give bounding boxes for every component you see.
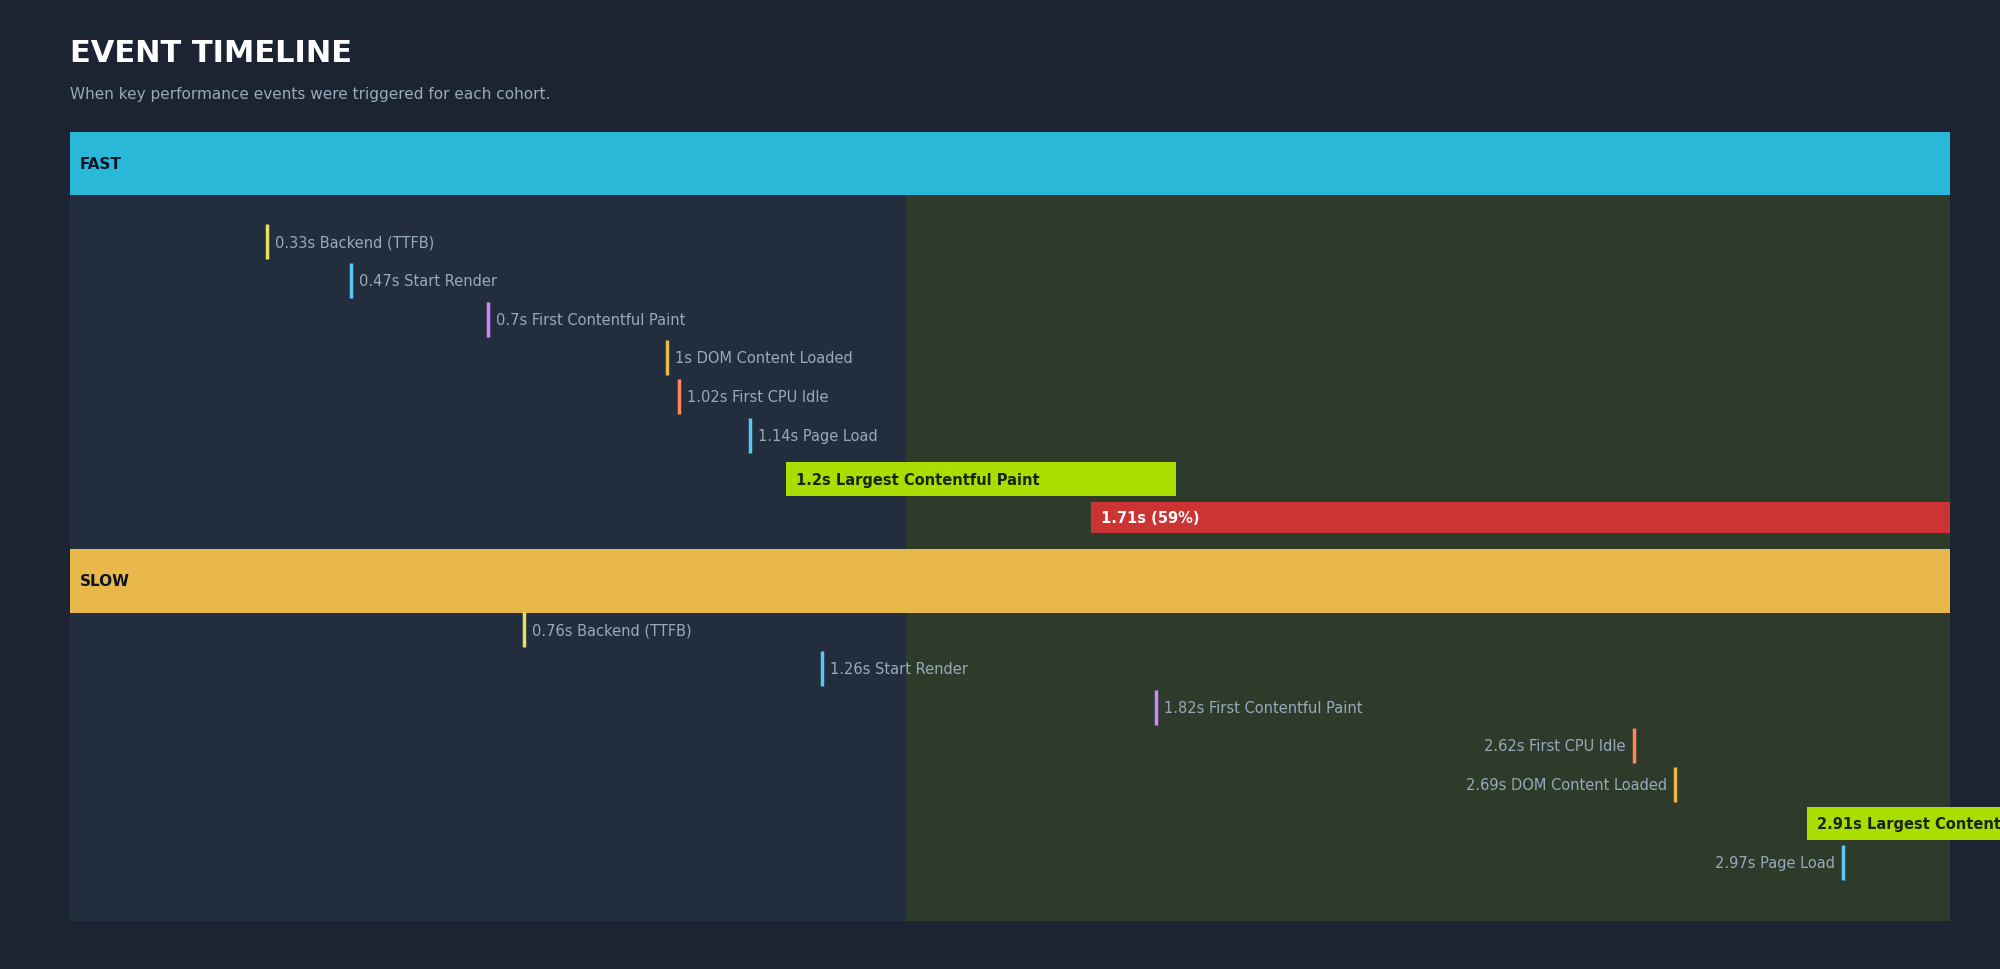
Text: 2.91s Largest Contentful Paint: 2.91s Largest Contentful Paint — [1816, 816, 2000, 831]
Text: 2.62s First CPU Idle: 2.62s First CPU Idle — [1484, 738, 1626, 754]
Text: 0.33s Backend (TTFB): 0.33s Backend (TTFB) — [274, 234, 434, 250]
Text: When key performance events were triggered for each cohort.: When key performance events were trigger… — [70, 87, 550, 102]
Bar — [70, 194, 906, 921]
Text: 1.14s Page Load: 1.14s Page Load — [758, 428, 878, 444]
Text: 1.26s Start Render: 1.26s Start Render — [830, 661, 968, 676]
Bar — [70, 133, 1950, 196]
Text: 1.71s (59%): 1.71s (59%) — [1100, 511, 1200, 526]
Text: 0.47s Start Render: 0.47s Start Render — [358, 273, 496, 289]
Text: 2.69s DOM Content Loaded: 2.69s DOM Content Loaded — [1466, 777, 1668, 793]
Text: 0.76s Backend (TTFB): 0.76s Backend (TTFB) — [532, 622, 692, 638]
Bar — [1806, 806, 2000, 841]
Text: 1.02s First CPU Idle: 1.02s First CPU Idle — [686, 390, 828, 405]
Text: EVENT TIMELINE: EVENT TIMELINE — [70, 39, 352, 68]
Text: FAST: FAST — [80, 157, 122, 172]
Bar — [70, 549, 1950, 612]
Bar — [906, 194, 1950, 921]
Text: 1.82s First Contentful Paint: 1.82s First Contentful Paint — [1164, 700, 1362, 715]
Bar — [1090, 503, 1950, 534]
Text: 0.7s First Contentful Paint: 0.7s First Contentful Paint — [496, 312, 686, 328]
Bar — [786, 463, 1176, 497]
Text: 1s DOM Content Loaded: 1s DOM Content Loaded — [674, 351, 852, 366]
Text: 1.2s Largest Contentful Paint: 1.2s Largest Contentful Paint — [796, 472, 1040, 487]
Text: 2.97s Page Load: 2.97s Page Load — [1714, 855, 1834, 870]
Text: SLOW: SLOW — [80, 574, 130, 589]
